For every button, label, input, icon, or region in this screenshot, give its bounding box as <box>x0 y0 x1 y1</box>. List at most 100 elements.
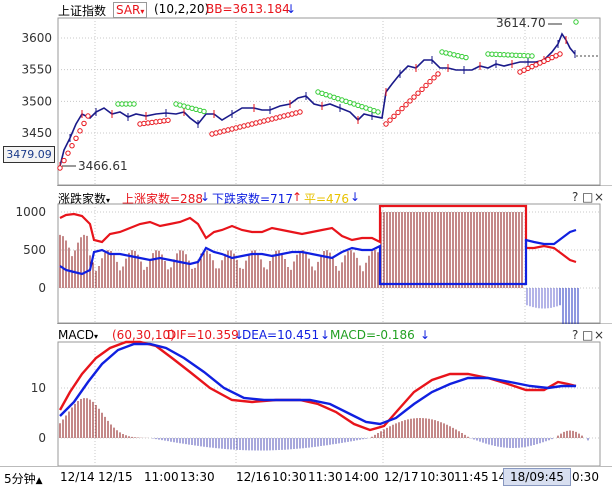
sar-dot <box>383 121 389 127</box>
y-tick-label: 500 <box>23 243 46 257</box>
macd-params: (60,30,10) <box>112 328 175 342</box>
sar-dot <box>415 90 421 96</box>
dif-line <box>58 340 577 432</box>
sar-dot <box>423 82 429 89</box>
low-label: 3466.61 <box>78 159 128 173</box>
pane-title: 上证指数 <box>58 4 107 18</box>
dea-value: DEA=10.451 <box>242 328 320 342</box>
up-count: 上涨家数=288 <box>122 192 203 206</box>
arrow-down-icon: ↓ <box>320 328 331 342</box>
time-label: 14:00 <box>344 470 379 484</box>
time-label: 11:30 <box>308 470 343 484</box>
sar-dot <box>573 19 579 25</box>
sar-dot <box>297 109 303 115</box>
period-label: 5分钟 <box>4 472 36 486</box>
sar-dot <box>395 109 401 116</box>
sar-dot <box>85 113 91 119</box>
sar-dot <box>77 128 83 134</box>
breadth-pane: 涨跌家数▾ 上涨家数=288 ↓ 下跌家数=717 ↑ 平=476 ↓ ? □ … <box>0 188 612 324</box>
indicator-select-label: SAR <box>116 3 141 17</box>
time-label: 12/15 <box>98 470 133 484</box>
y-tick-label: 3450 <box>21 126 52 140</box>
sar-dot <box>81 120 87 127</box>
time-label: 13:30 <box>180 470 215 484</box>
sar-dot <box>57 165 63 171</box>
sar-dot <box>65 150 71 156</box>
close-icon[interactable]: × <box>594 190 605 204</box>
y-tick-label: 3550 <box>21 63 52 77</box>
time-label: 12/14 <box>60 470 95 484</box>
macd-pane-header: MACD▾ (60,30,10) DIF=10.359 ↓ DEA=10.451… <box>0 326 612 344</box>
time-label: 11:45 <box>454 470 489 484</box>
indicator-params: (10,2,20) <box>154 2 210 16</box>
bb-value: BB=3613.184 <box>206 2 290 16</box>
time-label: 14 <box>491 470 507 484</box>
time-label: 12/16 <box>236 470 271 484</box>
pane-title-label: MACD <box>58 328 94 342</box>
arrow-down-icon: ↓ <box>234 328 245 342</box>
high-label: 3614.70 <box>496 16 546 30</box>
close-icon[interactable]: × <box>594 328 605 342</box>
flat-count: 平=476 <box>304 192 349 206</box>
time-label: 0:30 <box>572 470 599 484</box>
sar-dot <box>131 101 137 107</box>
price-chart[interactable]: 3600 3550 3500 3450 3614.70 3466.61 <box>0 0 612 186</box>
maximize-icon[interactable]: □ <box>582 328 594 342</box>
sar-dot <box>431 75 437 81</box>
arrow-down-icon: ↓ <box>420 328 431 342</box>
breadth-chart[interactable]: 1000 500 0 <box>0 188 612 324</box>
time-label: 11:00 <box>144 470 179 484</box>
sar-dot <box>73 135 79 141</box>
y-tick-label: 0 <box>38 431 46 445</box>
sar-dot <box>201 108 207 115</box>
sar-dot <box>463 54 469 61</box>
period-select[interactable]: 5分钟▲ <box>4 470 43 487</box>
help-icon[interactable]: ? <box>572 328 579 342</box>
help-icon[interactable]: ? <box>572 190 579 204</box>
sar-dot <box>529 53 535 59</box>
chevron-down-icon: ▾ <box>106 196 111 205</box>
current-price-box: 3479.09 <box>3 146 55 163</box>
y-tick-label: 0 <box>38 281 46 295</box>
dif-value: DIF=10.359 <box>167 328 239 342</box>
sar-dot <box>557 51 563 57</box>
pane-title-label: 涨跌家数 <box>58 192 107 206</box>
cursor-time-label: 18/09:45 <box>503 468 571 486</box>
sar-dot <box>165 117 171 123</box>
up-count-line <box>59 204 577 264</box>
sar-dot <box>419 86 425 93</box>
macd-pane: MACD▾ (60,30,10) DIF=10.359 ↓ DEA=10.451… <box>0 326 612 466</box>
sar-dot <box>411 94 417 100</box>
arrow-down-icon: ↓ <box>200 190 211 204</box>
sar-dot <box>435 71 441 77</box>
sar-dot <box>403 102 409 108</box>
macd-value: MACD=-0.186 <box>330 328 415 342</box>
sar-dot <box>427 78 433 85</box>
breadth-pane-header: 涨跌家数▾ 上涨家数=288 ↓ 下跌家数=717 ↑ 平=476 ↓ ? □ … <box>0 188 612 206</box>
sar-dot <box>375 109 381 115</box>
y-tick-label: 3500 <box>21 94 52 108</box>
y-tick-label: 3600 <box>21 31 52 45</box>
maximize-icon[interactable]: □ <box>582 190 594 204</box>
arrow-up-icon: ↑ <box>292 190 303 204</box>
arrow-down-icon: ↓ <box>350 190 361 204</box>
price-line <box>59 32 576 167</box>
price-pane: 上证指数 SAR▾ (10,2,20) BB=3613.184 ↓ 3600 35… <box>0 0 612 186</box>
sar-dot <box>391 113 397 119</box>
macd-chart[interactable]: 10 0 <box>0 326 612 466</box>
dea-line <box>59 342 576 426</box>
time-label: 10:30 <box>420 470 455 484</box>
pane-title[interactable]: 涨跌家数▾ <box>58 190 110 207</box>
time-label: 10:30 <box>272 470 307 484</box>
pane-title[interactable]: MACD▾ <box>58 328 98 342</box>
sar-dot <box>399 105 405 112</box>
time-axis: 5分钟▲ 12/14 12/15 11:00 13:30 12/16 10:30… <box>0 466 612 488</box>
down-count-line <box>59 228 577 286</box>
chevron-up-icon: ▲ <box>35 476 43 486</box>
y-tick-label: 10 <box>31 381 46 395</box>
sar-dot <box>61 157 67 164</box>
sar-dot <box>69 143 75 149</box>
sar-dot <box>387 117 393 123</box>
chevron-down-icon: ▾ <box>93 332 98 341</box>
arrow-down-icon: ↓ <box>286 2 297 16</box>
